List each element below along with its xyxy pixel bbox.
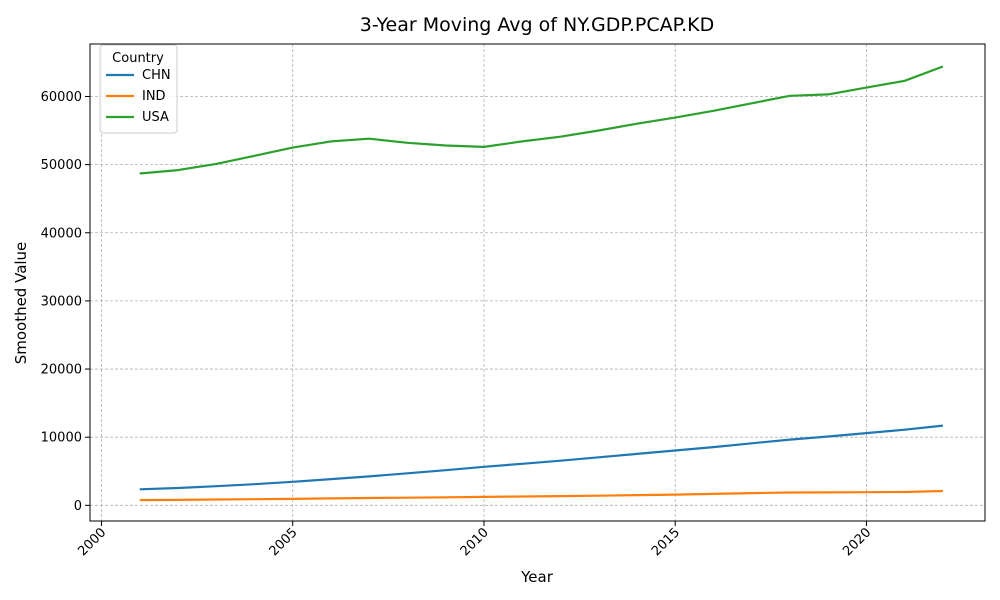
legend-box — [99, 44, 178, 134]
legend-label-ind: IND — [142, 89, 166, 104]
y-axis-ticks: 0 10000 20000 30000 40000 50000 60000 — [41, 90, 90, 514]
legend-label-usa: USA — [142, 110, 169, 125]
x-tick-label: 2010 — [458, 525, 492, 559]
y-tick-label: 40000 — [41, 226, 82, 241]
y-tick-label: 50000 — [41, 158, 82, 173]
legend-items: CHN IND USA — [106, 68, 171, 125]
series-line-ind — [139, 489, 943, 502]
series-line-chn — [139, 424, 944, 491]
x-tick-label: 2020 — [840, 525, 874, 559]
y-tick-label: 0 — [74, 499, 82, 514]
series-line-usa — [139, 65, 944, 175]
series-lines — [139, 65, 944, 502]
grid-lines — [90, 44, 985, 521]
y-tick-label: 30000 — [41, 294, 82, 309]
y-tick-label: 60000 — [41, 90, 82, 105]
x-axis-label: Year — [520, 568, 554, 586]
y-tick-label: 20000 — [41, 363, 82, 378]
legend-title: Country — [112, 51, 164, 66]
x-tick-label: 2015 — [649, 525, 683, 559]
legend: Country CHN IND USA — [99, 44, 178, 134]
x-axis-ticks: 2000 2005 2010 2015 2020 — [75, 521, 874, 559]
x-tick-label: 2000 — [75, 525, 109, 559]
y-tick-label: 10000 — [41, 431, 82, 446]
x-tick-label: 2005 — [267, 525, 301, 559]
chart-title: 3-Year Moving Avg of NY.GDP.PCAP.KD — [360, 14, 714, 36]
y-axis-label: Smoothed Value — [12, 242, 30, 365]
plot-frame — [89, 43, 986, 522]
legend-label-chn: CHN — [142, 68, 171, 83]
